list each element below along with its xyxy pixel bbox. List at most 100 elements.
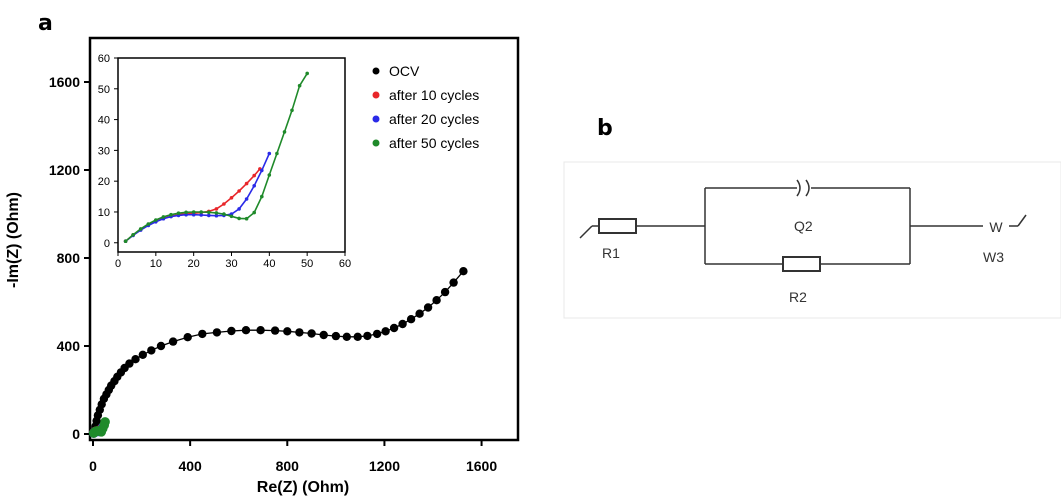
data-point-ocv bbox=[295, 328, 304, 337]
main-plot-frame bbox=[88, 36, 520, 442]
data-point-ocv bbox=[131, 355, 140, 364]
main-data-marks bbox=[88, 267, 468, 438]
data-point-ocv bbox=[241, 326, 251, 335]
data-point-ocv bbox=[307, 329, 316, 338]
inset-data-point-after-20-cycles bbox=[252, 184, 256, 188]
inset-data-point-after-50-cycles bbox=[191, 210, 196, 214]
inset-y-tick-label: 50 bbox=[98, 84, 110, 96]
inset-x-ticks: 0 10 20 30 40 50 60 bbox=[115, 252, 351, 270]
inset-y-tick-label: 0 bbox=[104, 238, 110, 250]
data-point-ocv bbox=[168, 337, 178, 346]
inset-data-point-after-50-cycles bbox=[176, 211, 181, 215]
legend-marker-20 bbox=[372, 115, 380, 123]
main-y-tick-label: 1200 bbox=[49, 162, 80, 178]
inset-data-point-after-50-cycles bbox=[214, 211, 219, 215]
data-point-ocv bbox=[459, 267, 468, 276]
data-point-ocv bbox=[198, 329, 207, 339]
main-x-tick-label: 1600 bbox=[466, 458, 497, 474]
data-point-ocv bbox=[432, 296, 441, 305]
main-x-axis-label: Re(Z) (Ohm) bbox=[257, 479, 349, 496]
main-y-tick-label: 0 bbox=[72, 426, 80, 442]
inset-data-point-after-20-cycles bbox=[244, 197, 249, 201]
inset-y-ticks: 0 10 20 30 40 50 60 bbox=[98, 53, 118, 250]
inset-y-tick-label: 40 bbox=[98, 115, 110, 127]
inset-data-point-after-20-cycles bbox=[214, 213, 219, 218]
inset-x-tick-label: 40 bbox=[263, 258, 275, 270]
inset-x-tick-label: 20 bbox=[188, 258, 200, 270]
inset-data-point-after-10-cycles bbox=[229, 196, 234, 200]
legend-label-50: after 50 cycles bbox=[389, 135, 479, 151]
inset-x-tick-label: 10 bbox=[150, 258, 162, 270]
inset-data-point-after-50-cycles bbox=[222, 212, 226, 216]
inset-data-point-after-50-cycles bbox=[275, 151, 279, 156]
inset-data-point-after-20-cycles bbox=[237, 207, 241, 211]
circuit-left-terminal bbox=[579, 225, 593, 239]
inset-data-marks bbox=[123, 71, 310, 243]
inset-data-point-after-50-cycles bbox=[131, 233, 135, 237]
data-point-ocv bbox=[227, 326, 236, 336]
label-w3: W3 bbox=[983, 249, 1004, 265]
data-point-ocv bbox=[183, 333, 192, 342]
data-point-ocv bbox=[256, 326, 265, 335]
inset-data-point-after-50-cycles bbox=[161, 215, 166, 219]
data-point-ocv bbox=[342, 332, 351, 341]
legend-label-10: after 10 cycles bbox=[389, 87, 479, 103]
main-y-ticks: 0 400 800 1200 1600 bbox=[49, 74, 90, 442]
warburg-w3-symbol: W bbox=[989, 219, 1003, 235]
data-point-ocv bbox=[283, 327, 292, 336]
data-point-ocv bbox=[449, 278, 458, 287]
data-point-ocv bbox=[270, 326, 280, 335]
inset-x-tick-label: 30 bbox=[225, 258, 237, 270]
resistor-r1 bbox=[598, 218, 637, 234]
data-point-ocv bbox=[212, 328, 222, 337]
data-point-ocv bbox=[138, 350, 147, 359]
inset-data-point-after-50-cycles bbox=[138, 227, 143, 231]
inset-data-point-after-50-cycles bbox=[282, 130, 287, 134]
circuit-right-terminal bbox=[1017, 214, 1027, 227]
inset-y-tick-label: 10 bbox=[98, 207, 110, 219]
panel-b-letter: b bbox=[597, 116, 613, 141]
label-r2: R2 bbox=[789, 289, 807, 305]
main-x-tick-label: 1200 bbox=[369, 458, 400, 474]
inset-data-point-after-50-cycles bbox=[260, 194, 264, 199]
legend-marker-10 bbox=[372, 91, 380, 99]
inset-data-point-after-20-cycles bbox=[267, 151, 272, 156]
data-point-after-50-cycles bbox=[100, 417, 110, 427]
main-y-tick-label: 800 bbox=[57, 250, 81, 266]
inset-data-point-after-50-cycles bbox=[305, 71, 310, 76]
data-point-ocv bbox=[440, 287, 450, 297]
inset-x-tick-label: 60 bbox=[339, 258, 351, 270]
data-point-ocv bbox=[147, 346, 156, 355]
data-point-ocv bbox=[398, 319, 407, 329]
legend-marker-ocv bbox=[372, 67, 380, 75]
circuit-frame bbox=[563, 161, 1061, 319]
inset-data-point-after-50-cycles bbox=[146, 222, 151, 226]
inset-data-point-after-10-cycles bbox=[252, 173, 256, 178]
data-point-ocv bbox=[125, 359, 134, 368]
legend-marker-50 bbox=[372, 139, 380, 147]
inset-data-point-after-50-cycles bbox=[199, 210, 203, 214]
cpe-q2-symbol bbox=[796, 179, 810, 197]
inset-data-point-after-20-cycles bbox=[191, 212, 196, 217]
inset-data-point-after-50-cycles bbox=[290, 108, 294, 113]
inset-data-point-after-50-cycles bbox=[169, 212, 173, 217]
inset-data-point-after-50-cycles bbox=[252, 210, 256, 215]
inset-x-tick-label: 50 bbox=[301, 258, 313, 270]
main-x-ticks: 0 400 800 1200 1600 bbox=[89, 440, 497, 474]
inset-y-tick-label: 20 bbox=[98, 176, 110, 188]
inset-data-point-after-20-cycles bbox=[199, 213, 203, 217]
inset-data-point-after-50-cycles bbox=[207, 210, 211, 215]
main-y-tick-label: 400 bbox=[57, 338, 81, 354]
data-point-ocv bbox=[423, 303, 433, 312]
data-point-ocv bbox=[363, 331, 372, 341]
panel-a-letter: a bbox=[38, 11, 53, 36]
data-point-ocv bbox=[389, 323, 399, 333]
inset-y-tick-label: 60 bbox=[98, 53, 110, 65]
inset-x-tick-label: 0 bbox=[115, 258, 121, 270]
label-r1: R1 bbox=[602, 245, 620, 261]
main-x-tick-label: 800 bbox=[276, 458, 300, 474]
legend-label-20: after 20 cycles bbox=[389, 111, 479, 127]
inset-data-point-after-50-cycles bbox=[184, 210, 188, 215]
